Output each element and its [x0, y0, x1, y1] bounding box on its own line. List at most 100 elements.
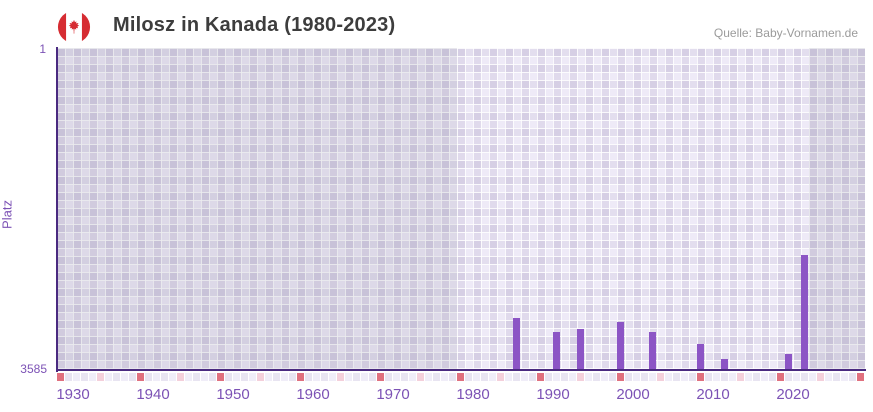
year-marker-1956 [281, 373, 288, 381]
bar-2008[interactable] [697, 344, 704, 369]
year-marker-1992 [569, 373, 576, 381]
year-marker-2008 [697, 373, 704, 381]
x-tick-1950: 1950 [216, 386, 250, 403]
bar-2019[interactable] [785, 354, 792, 369]
year-marker-1957 [289, 373, 296, 381]
year-marker-1993 [577, 373, 584, 381]
year-marker-1931 [81, 373, 88, 381]
year-marker-1947 [209, 373, 216, 381]
year-marker-1949 [225, 373, 232, 381]
year-marker-1991 [561, 373, 568, 381]
year-marker-1981 [481, 373, 488, 381]
year-marker-1983 [497, 373, 504, 381]
year-marker-1953 [257, 373, 264, 381]
year-marker-1977 [449, 373, 456, 381]
year-marker-1939 [145, 373, 152, 381]
canada-flag-icon [57, 10, 91, 44]
year-marker-1961 [321, 373, 328, 381]
year-marker-1970 [393, 373, 400, 381]
year-marker-1935 [113, 373, 120, 381]
year-marker-1978 [457, 373, 464, 381]
plot-area [57, 48, 865, 369]
year-marker-1929 [65, 373, 72, 381]
year-marker-2009 [705, 373, 712, 381]
year-marker-2011 [721, 373, 728, 381]
year-marker-2007 [689, 373, 696, 381]
post-window-shade [809, 48, 865, 369]
year-marker-1942 [169, 373, 176, 381]
year-marker-2005 [673, 373, 680, 381]
year-marker-1989 [545, 373, 552, 381]
year-marker-2018 [777, 373, 784, 381]
year-marker-1979 [465, 373, 472, 381]
year-marker-1976 [441, 373, 448, 381]
year-marker-1932 [89, 373, 96, 381]
x-tick-2020: 2020 [776, 386, 810, 403]
bar-1998[interactable] [617, 322, 624, 369]
year-marker-1943 [177, 373, 184, 381]
year-marker-1988 [537, 373, 544, 381]
y-axis-title: Platz [0, 200, 15, 229]
year-marker-1952 [249, 373, 256, 381]
x-tick-2010: 2010 [696, 386, 730, 403]
year-marker-1964 [345, 373, 352, 381]
year-marker-2025 [833, 373, 840, 381]
x-tick-1940: 1940 [136, 386, 170, 403]
year-marker-1999 [625, 373, 632, 381]
year-marker-1990 [553, 373, 560, 381]
x-axis-line [56, 369, 866, 371]
year-marker-2004 [665, 373, 672, 381]
year-marker-2012 [729, 373, 736, 381]
x-tick-1930: 1930 [56, 386, 90, 403]
year-marker-1963 [337, 373, 344, 381]
year-marker-1969 [385, 373, 392, 381]
year-marker-2021 [801, 373, 808, 381]
year-marker-1954 [265, 373, 272, 381]
year-marker-1987 [529, 373, 536, 381]
year-marker-1973 [417, 373, 424, 381]
year-marker-1958 [297, 373, 304, 381]
y-axis-max-label: 1 [39, 42, 46, 56]
year-marker-1950 [233, 373, 240, 381]
year-marker-2023 [817, 373, 824, 381]
chart-title: Milosz in Kanada (1980-2023) [113, 14, 396, 36]
year-marker-2020 [793, 373, 800, 381]
bar-1985[interactable] [513, 318, 520, 369]
year-marker-1966 [361, 373, 368, 381]
year-marker-strip [57, 373, 865, 381]
year-marker-1945 [193, 373, 200, 381]
bar-2021[interactable] [801, 254, 808, 369]
x-tick-2000: 2000 [616, 386, 650, 403]
year-marker-1965 [353, 373, 360, 381]
year-marker-1959 [305, 373, 312, 381]
bar-2002[interactable] [649, 331, 656, 369]
year-marker-1936 [121, 373, 128, 381]
year-marker-2000 [633, 373, 640, 381]
pre-window-shade [57, 48, 457, 369]
year-marker-1971 [401, 373, 408, 381]
year-marker-1960 [313, 373, 320, 381]
year-marker-1984 [505, 373, 512, 381]
year-marker-1941 [161, 373, 168, 381]
year-marker-1940 [153, 373, 160, 381]
year-marker-2002 [649, 373, 656, 381]
year-marker-2003 [657, 373, 664, 381]
x-tick-1980: 1980 [456, 386, 490, 403]
year-marker-2014 [745, 373, 752, 381]
bar-2011[interactable] [721, 358, 728, 369]
bar-1993[interactable] [577, 329, 584, 369]
year-marker-1951 [241, 373, 248, 381]
bar-1990[interactable] [553, 331, 560, 369]
year-marker-1948 [217, 373, 224, 381]
year-marker-1944 [185, 373, 192, 381]
year-marker-1980 [473, 373, 480, 381]
x-tick-1970: 1970 [376, 386, 410, 403]
x-tick-1990: 1990 [536, 386, 570, 403]
year-marker-2027 [849, 373, 856, 381]
year-marker-1928 [57, 373, 64, 381]
year-marker-2006 [681, 373, 688, 381]
year-marker-1968 [377, 373, 384, 381]
year-marker-1933 [97, 373, 104, 381]
year-marker-1972 [409, 373, 416, 381]
year-marker-1955 [273, 373, 280, 381]
